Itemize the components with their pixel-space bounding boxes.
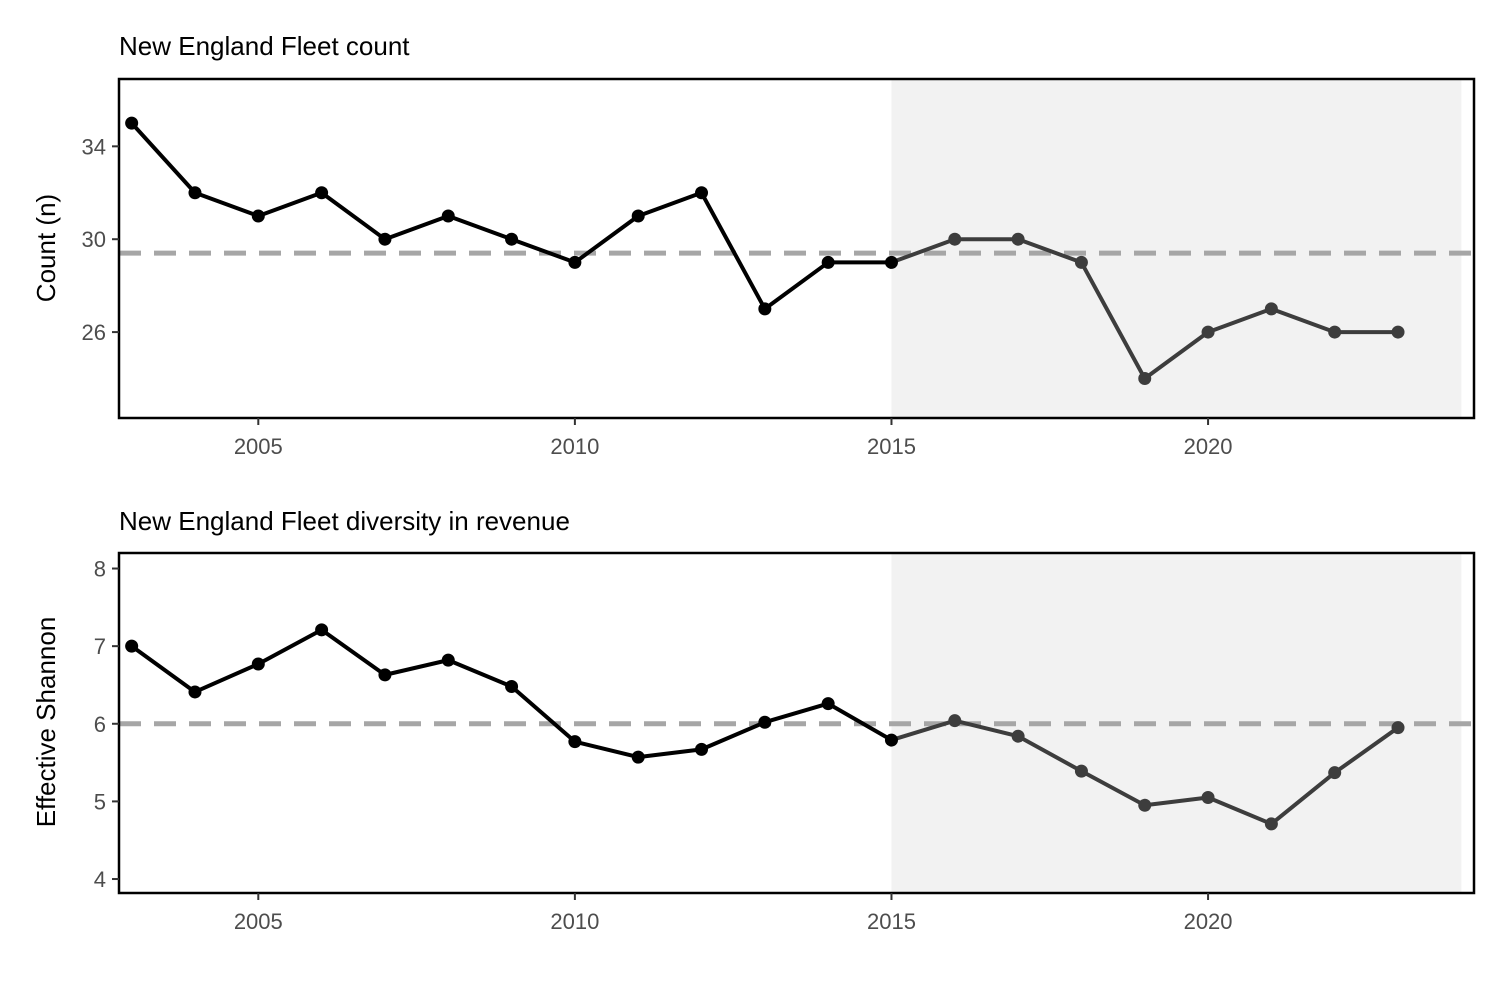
data-point [505,232,519,246]
y-tick-label: 30 [82,227,106,252]
data-point [568,735,582,749]
data-point [821,697,835,711]
y-tick-label: 6 [94,712,106,737]
data-point [505,680,519,694]
data-point [1391,721,1405,735]
data-point [695,742,709,756]
x-tick-label: 2010 [550,434,599,459]
data-point [631,209,645,223]
panel-title: New England Fleet count [119,31,410,61]
x-tick-label: 2015 [867,909,916,934]
data-point [315,186,329,200]
x-tick-label: 2020 [1184,909,1233,934]
x-tick-label: 2005 [234,434,283,459]
y-tick-label: 34 [82,134,106,159]
data-point [758,302,772,316]
data-point [1074,255,1088,269]
data-point [568,255,582,269]
data-point [441,209,455,223]
data-point [378,232,392,246]
data-point [125,116,139,130]
panel-fleet-diversity: New England Fleet diversity in revenue E… [31,506,1476,934]
series-line-early [130,627,893,760]
data-point [1264,817,1278,831]
series-line-early [130,121,892,311]
y-tick-label: 7 [94,634,106,659]
data-point [188,186,202,200]
data-point [1264,302,1278,316]
x-tick-label: 2015 [867,434,916,459]
data-point [378,668,392,682]
data-point [884,255,898,269]
data-point [948,714,962,728]
data-point [251,209,265,223]
data-point [1074,764,1088,778]
data-point [315,623,329,637]
data-point [1391,325,1405,339]
data-point [884,733,898,747]
y-tick-label: 5 [94,789,106,814]
data-point [188,685,202,699]
y-tick-label: 4 [94,867,106,892]
data-point [1011,729,1025,743]
y-axis-title: Effective Shannon [31,617,61,828]
panel-border [117,77,1476,420]
data-point [631,750,645,764]
data-point [1138,372,1152,386]
panel-title: New England Fleet diversity in revenue [119,506,570,536]
shaded-region [891,79,1462,418]
panel-fleet-count: New England Fleet count Count (n) 2005 20… [31,31,1476,459]
x-tick-label: 2005 [234,909,283,934]
data-point [695,186,709,200]
x-tick-label: 2020 [1184,434,1233,459]
x-tick-label: 2010 [550,909,599,934]
y-tick-label: 8 [94,557,106,582]
data-point [821,255,835,269]
data-point [1328,766,1342,780]
data-point [1201,791,1215,805]
data-point [125,639,139,653]
data-point [758,715,772,729]
data-point [1011,232,1025,246]
data-point [1138,798,1152,812]
y-axis-title: Count (n) [31,194,61,302]
data-point [1328,325,1342,339]
data-point [441,653,455,667]
data-point [1201,325,1215,339]
y-tick-label: 26 [82,320,106,345]
data-point [251,657,265,671]
data-point [948,232,962,246]
